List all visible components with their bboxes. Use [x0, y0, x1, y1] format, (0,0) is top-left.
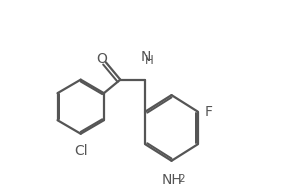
- Text: O: O: [96, 52, 107, 66]
- Text: F: F: [205, 104, 213, 119]
- Text: H: H: [145, 54, 154, 67]
- Text: N: N: [140, 50, 151, 64]
- Text: Cl: Cl: [74, 144, 88, 158]
- Text: 2: 2: [178, 174, 185, 184]
- Text: NH: NH: [161, 173, 182, 187]
